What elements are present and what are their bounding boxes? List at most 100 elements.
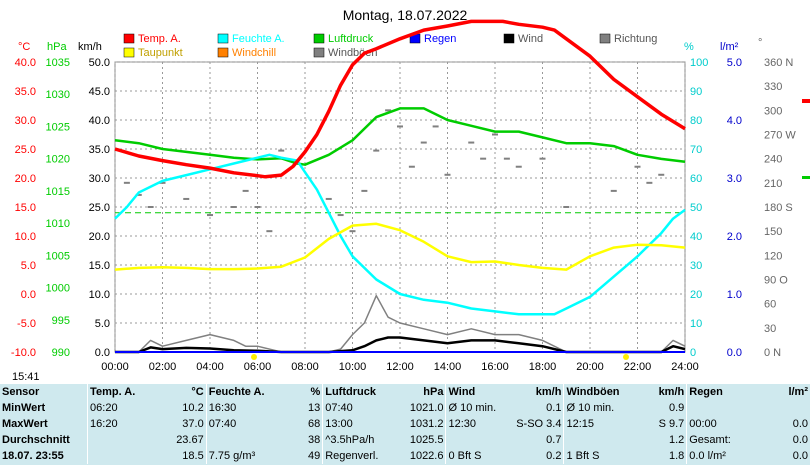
table-cell: 10.2	[182, 402, 204, 414]
humidity-tick-label: 30	[690, 260, 702, 272]
pressure-tick-label: 1035	[46, 57, 70, 69]
wind-tick-label: 35.0	[89, 144, 110, 156]
time-marker-label: 15:41	[12, 371, 40, 383]
direction-point	[123, 181, 130, 184]
table-cell	[760, 400, 810, 416]
wind-tick-label: 0.0	[95, 347, 110, 359]
direction-tick-label: 240	[764, 154, 782, 166]
table-row: Durchschnitt 23.67 38 ^3.5hPa/h 1025.5 0.7 1.2…	[0, 432, 810, 448]
rain-tick-label: 0.0	[727, 347, 742, 359]
wind-tick-label: 5.0	[95, 318, 110, 330]
direction-point	[183, 197, 190, 200]
wind-tick-label: 20.0	[89, 231, 110, 243]
direction-point	[397, 125, 403, 128]
table-cell: 18.07. 23:55	[2, 450, 64, 462]
wind-tick-label: 40.0	[89, 115, 110, 127]
temp-tick-label: -5.0	[17, 318, 36, 330]
humidity-tick-label: 80	[690, 115, 702, 127]
table-cell: 23.67	[176, 434, 204, 446]
table-cell: 49	[307, 450, 321, 462]
temp-tick-label: 25.0	[15, 144, 36, 156]
table-cell: 0.0	[792, 450, 808, 462]
humidity-tick-label: 70	[690, 144, 702, 156]
table-cell	[87, 432, 152, 448]
wind-unit: km/h	[78, 41, 102, 53]
table-cell: 0.0	[792, 418, 808, 430]
table-cell: 16:30	[205, 400, 286, 416]
temp-tick-label: 10.0	[15, 231, 36, 243]
table-cell: 0.9	[668, 402, 685, 414]
series-line-taupunkt	[114, 222, 686, 271]
time-marker-bar: 15:41	[0, 370, 810, 384]
humidity-tick-label: 0	[690, 347, 696, 359]
table-cell: 1021.0	[409, 402, 444, 414]
table-cell	[445, 432, 510, 448]
table-cell: 18.5	[182, 450, 204, 462]
table-cell	[686, 400, 760, 416]
pressure-tick-label: 1005	[46, 250, 70, 262]
table-cell: 16:20	[87, 416, 152, 432]
direction-point	[266, 230, 273, 233]
table-cell: 12:30	[445, 416, 510, 432]
table-cell: Durchschnitt	[2, 434, 70, 446]
rain-tick-label: 4.0	[727, 115, 742, 127]
table-cell: Ø 10 min.	[445, 400, 510, 416]
humidity-tick-label: 90	[690, 86, 702, 98]
table-cell: 12:15	[563, 416, 636, 432]
table-cell: Wind	[445, 384, 510, 400]
direction-point	[468, 141, 475, 144]
table-cell: hPa	[423, 386, 444, 398]
pressure-tick-label: 1020	[46, 154, 70, 166]
legend-label: Regen	[424, 33, 456, 45]
wind-tick-label: 25.0	[89, 202, 110, 214]
table-row: 18.07. 23:55 18.5 7.75 g/m³ 49 Regenverl. 102…	[0, 448, 810, 464]
legend-label: Taupunkt	[138, 47, 183, 59]
series-line-luftdruck	[114, 107, 686, 166]
humidity-tick-label: 50	[690, 202, 702, 214]
temp-tick-label: 35.0	[15, 86, 36, 98]
direction-point	[361, 189, 368, 192]
rain-tick-label: 5.0	[727, 57, 742, 69]
direction-point	[254, 206, 261, 208]
temp-tick-label: 15.0	[15, 202, 36, 214]
rain-tick-label: 1.0	[727, 289, 742, 301]
stats-table: Sensor Temp. A. °C Feuchte A.% Luftdruck hPa W…	[0, 384, 810, 464]
table-row: MinWert 06:20 10.2 16:30 13 07:40 1021.0 Ø 10 m…	[0, 400, 810, 416]
direction-point	[373, 149, 380, 152]
direction-unit: °	[758, 37, 762, 49]
table-cell: 1.8	[668, 450, 685, 462]
direction-tick-label: 90 O	[764, 275, 788, 287]
temp-tick-label: 30.0	[15, 115, 36, 127]
direction-point	[278, 149, 285, 152]
direction-tick-label: 150	[764, 226, 782, 238]
direction-point	[385, 109, 392, 112]
direction-point	[634, 165, 641, 168]
table-cell: 1.2	[668, 434, 685, 446]
direction-point	[432, 125, 439, 128]
direction-point	[159, 181, 166, 184]
pressure-tick-label: 1000	[46, 283, 70, 295]
direction-point	[658, 173, 665, 176]
table-cell: 06:20	[87, 400, 152, 416]
legend-swatch	[503, 33, 515, 44]
table-cell: 00:00	[686, 416, 760, 432]
table-cell: 0.2	[546, 450, 562, 462]
direction-point	[135, 193, 142, 196]
table-cell: Temp. A.	[87, 384, 152, 400]
edge-mark-pressure	[802, 176, 810, 179]
statistics-table: Sensor Temp. A. °C Feuchte A.% Luftdruck hPa W…	[0, 384, 810, 465]
marker-dot	[251, 354, 257, 360]
table-cell: 1031.2	[409, 418, 444, 430]
wind-tick-label: 10.0	[89, 289, 110, 301]
table-cell	[205, 432, 286, 448]
legend-label: Wind	[518, 33, 543, 45]
legend-swatch	[123, 47, 135, 58]
table-cell	[563, 432, 636, 448]
table-cell: 38	[307, 434, 321, 446]
direction-point	[242, 189, 249, 192]
table-cell: Ø 10 min.	[563, 400, 636, 416]
temp-tick-label: 40.0	[15, 57, 36, 69]
weather-chart: Montag, 18.07.2022 Temp. A. Feuchte A. Luft…	[11, 7, 810, 380]
direction-tick-label: 0 N	[764, 347, 781, 359]
direction-point	[480, 157, 487, 160]
